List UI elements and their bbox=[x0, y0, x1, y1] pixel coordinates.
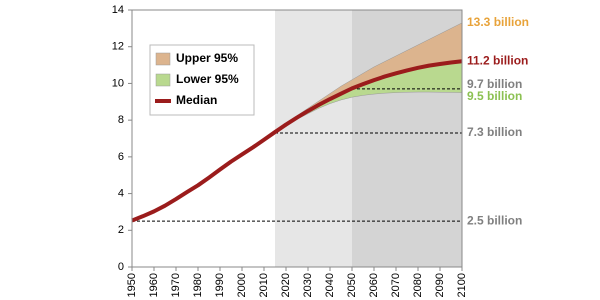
annotation: 7.3 billion bbox=[467, 125, 522, 139]
legend-swatch bbox=[155, 73, 171, 87]
x-tick-label: 1970 bbox=[170, 273, 182, 297]
x-tick-label: 1960 bbox=[148, 273, 160, 297]
x-tick-label: 2040 bbox=[324, 273, 336, 297]
x-tick-label: 2090 bbox=[434, 273, 446, 297]
y-tick-label: 4 bbox=[118, 187, 124, 199]
annotation: 13.3 billion bbox=[467, 15, 529, 29]
x-tick-label: 2060 bbox=[368, 273, 380, 297]
y-tick-label: 2 bbox=[118, 224, 124, 236]
x-tick-label: 2070 bbox=[390, 273, 402, 297]
legend-swatch bbox=[155, 52, 171, 66]
x-tick-label: 1950 bbox=[126, 273, 138, 297]
y-tick-label: 14 bbox=[112, 4, 124, 16]
legend-label: Lower 95% bbox=[176, 72, 239, 86]
y-tick-label: 8 bbox=[118, 114, 124, 126]
median-line bbox=[131, 59, 463, 223]
x-tick-label: 2100 bbox=[456, 273, 468, 297]
y-tick-label: 6 bbox=[118, 151, 124, 163]
y-tick-label: 0 bbox=[118, 261, 124, 273]
x-tick-label: 2000 bbox=[236, 273, 248, 297]
legend-label: Upper 95% bbox=[176, 51, 238, 65]
x-tick-label: 2030 bbox=[302, 273, 314, 297]
x-tick-label: 2020 bbox=[280, 273, 292, 297]
annotation: 2.5 billion bbox=[467, 213, 522, 227]
x-tick-label: 1990 bbox=[214, 273, 226, 297]
x-tick-label: 2080 bbox=[412, 273, 424, 297]
x-tick-label: 1980 bbox=[192, 273, 204, 297]
annotation: 9.7 billion bbox=[467, 77, 522, 91]
annotation: 9.5 billion bbox=[467, 89, 522, 103]
x-tick-label: 2050 bbox=[346, 273, 358, 297]
y-tick-label: 10 bbox=[112, 77, 124, 89]
annotation: 11.2 billion bbox=[467, 54, 528, 68]
y-tick-label: 12 bbox=[112, 41, 124, 53]
legend-label: Median bbox=[176, 93, 217, 107]
x-tick-label: 2010 bbox=[258, 273, 270, 297]
plot-frame bbox=[131, 9, 463, 268]
